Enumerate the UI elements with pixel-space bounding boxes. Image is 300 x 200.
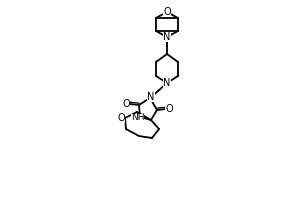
Text: O: O (118, 113, 125, 123)
Text: N: N (163, 32, 171, 42)
Text: O: O (163, 7, 171, 17)
Text: NH: NH (131, 114, 144, 122)
Text: O: O (123, 99, 130, 109)
Text: N: N (147, 92, 155, 102)
Text: O: O (165, 104, 173, 114)
Text: N: N (163, 78, 171, 88)
